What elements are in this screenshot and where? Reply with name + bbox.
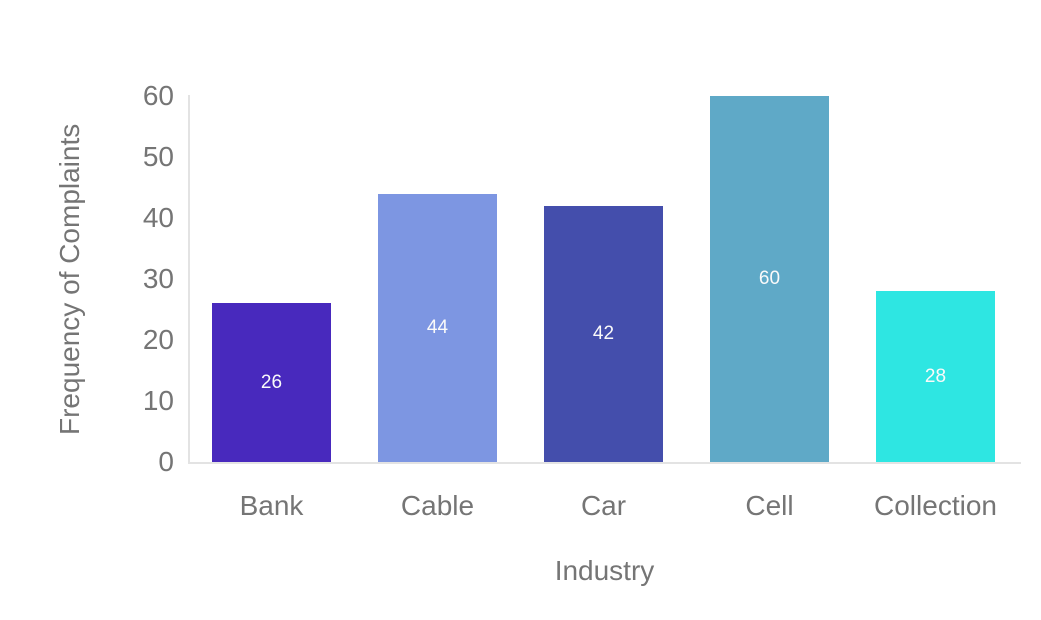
y-tick-label: 20 xyxy=(142,324,174,355)
x-axis-line xyxy=(188,462,1021,464)
y-tick-label: 10 xyxy=(142,385,174,416)
x-category-label-cell: Cell xyxy=(745,490,794,521)
x-category-label-bank: Bank xyxy=(239,490,304,521)
bar-collection: 28 xyxy=(876,291,995,462)
bar-cable: 44 xyxy=(378,193,497,462)
y-tick-label: 50 xyxy=(142,141,174,172)
bar-value-label: 60 xyxy=(758,268,781,289)
bar-value-label: 26 xyxy=(260,371,283,393)
x-category-label-cable: Cable xyxy=(400,490,475,521)
bar-value-label: 44 xyxy=(426,316,449,338)
y-tick-label: 60 xyxy=(142,80,174,111)
bar-value-label: 28 xyxy=(924,365,947,387)
x-axis-title: Industry xyxy=(554,555,655,586)
y-tick-label: 40 xyxy=(142,202,174,233)
y-tick-label: 0 xyxy=(158,446,174,477)
bar-cell: 60 xyxy=(710,96,829,462)
x-category-label-car: Car xyxy=(580,490,627,521)
y-axis-line xyxy=(188,95,190,464)
bar-bank: 26 xyxy=(212,303,331,462)
bar-value-label: 42 xyxy=(592,322,615,344)
bar-car: 42 xyxy=(544,205,663,462)
x-category-label-collection: Collection xyxy=(874,490,997,521)
y-tick-label: 30 xyxy=(142,263,174,294)
